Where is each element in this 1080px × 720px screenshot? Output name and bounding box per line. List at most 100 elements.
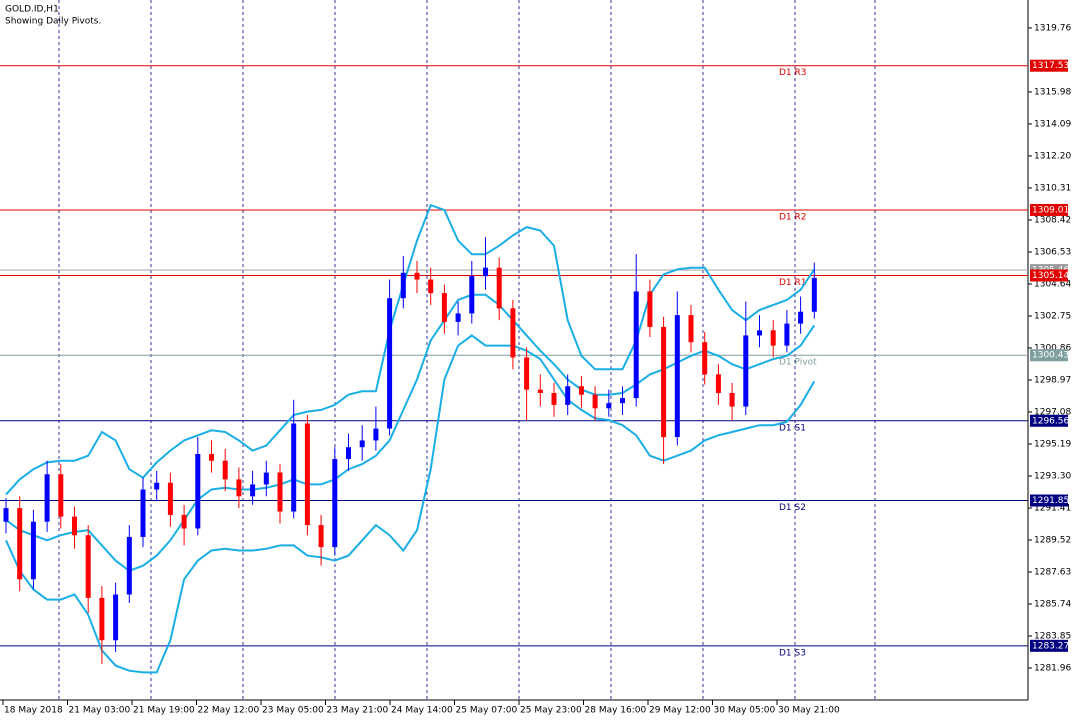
candle-body (469, 276, 475, 314)
pivot-label: D1 S1 (779, 423, 806, 433)
pivot-price-label: 1291.85 (1032, 496, 1069, 506)
pivot-price-box (1030, 59, 1068, 72)
x-tick-label: 25 May 23:00 (520, 706, 582, 716)
candle-body (44, 474, 50, 522)
candle-body (263, 472, 269, 485)
candle-body (661, 326, 667, 438)
x-tick-label: 28 May 16:00 (585, 706, 647, 716)
candle-body (332, 459, 338, 548)
x-tick-label: 21 May 19:00 (133, 706, 195, 716)
pivot-price-label: 1300.43 (1032, 351, 1069, 361)
candle-body (551, 393, 557, 405)
x-tick-label: 24 May 14:00 (391, 706, 453, 716)
candle-body (578, 386, 584, 395)
candle-body (537, 389, 543, 394)
y-tick-label: 1302.75 (1034, 311, 1071, 321)
candle-body (784, 323, 790, 346)
y-tick-label: 1315.98 (1034, 87, 1071, 97)
candle-body (770, 330, 776, 346)
x-tick-label: 29 May 12:00 (649, 706, 711, 716)
candle-body (483, 267, 488, 277)
candle-body (400, 272, 406, 299)
candle-body (565, 386, 571, 405)
candle-body (304, 423, 310, 526)
candle-body (441, 293, 447, 322)
y-tick-label: 1300.86 (1034, 343, 1071, 353)
pivot-price-label: 1296.56 (1032, 416, 1069, 426)
candle-body (181, 514, 187, 529)
y-tick-label: 1289.52 (1034, 535, 1071, 545)
candle-body (647, 291, 653, 327)
candle-body (510, 308, 516, 358)
candle-body (195, 453, 201, 529)
candle-body (3, 508, 9, 522)
candle-body (729, 393, 735, 407)
y-tick-label: 1293.30 (1034, 471, 1071, 481)
candle-body (674, 315, 680, 438)
pivot-label: D1 R3 (779, 68, 807, 78)
pivot-price-label: 1309.01 (1032, 205, 1069, 215)
pivot-price-box (1030, 349, 1068, 362)
chart-subtitle: Showing Daily Pivots. (5, 17, 101, 27)
pivot-price-label: 1317.53 (1032, 61, 1069, 71)
candle-body (373, 428, 379, 441)
x-tick-label: 18 May 2018 (4, 706, 63, 716)
candle-body (17, 508, 23, 580)
x-tick-label: 22 May 12:00 (198, 706, 260, 716)
candle-body (414, 272, 420, 280)
candle-body (757, 330, 762, 336)
y-tick-label: 1319.76 (1034, 23, 1071, 33)
chart-title: GOLD.ID,H1 (5, 5, 59, 15)
y-tick-label: 1312.20 (1034, 151, 1071, 161)
candle-body (496, 267, 502, 309)
y-tick-label: 1310.31 (1034, 183, 1071, 193)
pivot-label: D1 Pivot (779, 358, 817, 368)
y-tick-label: 1281.96 (1034, 663, 1071, 673)
candle-body (291, 423, 297, 512)
candle-body (359, 440, 365, 448)
pivot-label: D1 S2 (779, 503, 806, 513)
pivot-price-label: 1305.14 (1032, 271, 1069, 281)
candle-body (236, 479, 242, 497)
candle-body (620, 398, 625, 404)
candle-body (209, 453, 214, 461)
x-tick-label: 23 May 21:00 (327, 706, 389, 716)
candle-body (524, 357, 530, 390)
pivot-label: D1 R2 (779, 212, 807, 222)
candle-body (167, 482, 173, 515)
y-tick-label: 1304.64 (1034, 279, 1071, 289)
bollinger-upper (5, 203, 816, 496)
candle-body (688, 315, 694, 343)
candle-body (346, 447, 351, 460)
candle-body (140, 489, 146, 537)
candle-body (318, 525, 324, 548)
candle-body (592, 394, 598, 409)
y-tick-label: 1295.19 (1034, 439, 1071, 449)
candle-body (455, 313, 461, 322)
candle-body (154, 482, 160, 490)
y-tick-label: 1298.97 (1034, 375, 1071, 385)
y-tick-label: 1283.85 (1034, 631, 1071, 641)
x-tick-label: 21 May 03:00 (69, 706, 131, 716)
y-tick-label: 1291.41 (1034, 503, 1071, 513)
candle-body (222, 460, 228, 480)
candle-body (30, 521, 36, 580)
candle-body (58, 474, 64, 517)
pivot-price-box (1030, 414, 1068, 427)
y-tick-label: 1306.53 (1034, 247, 1071, 257)
candle-body (387, 298, 393, 429)
candle-body (702, 342, 708, 375)
candle-body (715, 374, 721, 394)
pivot-price-box (1030, 494, 1068, 507)
y-tick-label: 1285.74 (1034, 599, 1071, 609)
candle-body (126, 536, 132, 595)
y-tick-label: 1308.42 (1034, 215, 1071, 225)
pivot-label: D1 R1 (779, 278, 807, 288)
candle-body (428, 279, 434, 294)
x-tick-label: 30 May 05:00 (714, 706, 776, 716)
candle-body (72, 516, 77, 536)
candle-body (250, 484, 256, 497)
candle-body (633, 291, 639, 399)
